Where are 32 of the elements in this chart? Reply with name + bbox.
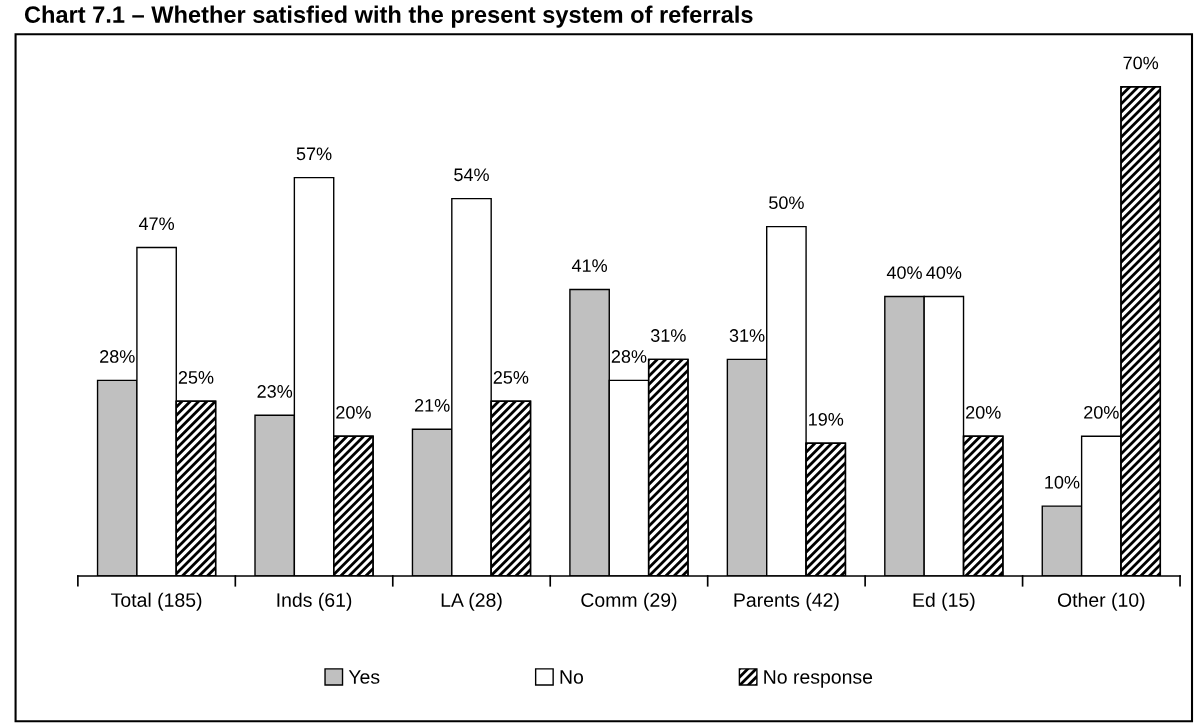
x-tick-label: Other (10) bbox=[1057, 592, 1145, 611]
data-label: 20% bbox=[1084, 405, 1119, 419]
data-label: 50% bbox=[769, 196, 804, 210]
data-label: 40% bbox=[886, 266, 922, 279]
data-label: 10% bbox=[1045, 475, 1080, 489]
data-label: 25% bbox=[178, 371, 214, 384]
data-label: 47% bbox=[138, 217, 175, 231]
x-tick-label: Comm (29) bbox=[581, 592, 677, 611]
data-label: 20% bbox=[336, 405, 371, 419]
data-label: 57% bbox=[296, 147, 332, 161]
x-tick-label: Ed (15) bbox=[913, 592, 975, 611]
data-label: 20% bbox=[966, 405, 1001, 419]
data-label: 19% bbox=[809, 412, 844, 426]
data-label: 28% bbox=[100, 350, 135, 363]
x-tick-label: Inds (61) bbox=[277, 592, 352, 611]
legend-label: Yes bbox=[348, 670, 380, 684]
data-label: 41% bbox=[571, 259, 608, 272]
x-tick-label: LA (28) bbox=[441, 592, 502, 611]
legend-label: No response bbox=[764, 670, 873, 688]
data-label: 21% bbox=[414, 399, 450, 412]
data-label: 31% bbox=[729, 329, 765, 342]
data-label: 25% bbox=[493, 371, 529, 384]
data-label: 40% bbox=[926, 266, 962, 279]
x-tick-label: Parents (42) bbox=[734, 592, 839, 611]
data-label: 70% bbox=[1123, 56, 1159, 70]
chart-title: Chart 7.1 – Whether satisfied with the present system of referrals bbox=[24, 5, 753, 28]
data-label: 28% bbox=[611, 350, 647, 363]
data-label: 23% bbox=[257, 385, 293, 398]
legend-label: No bbox=[560, 670, 584, 684]
data-label: 54% bbox=[454, 168, 489, 182]
data-label: 31% bbox=[650, 329, 686, 342]
x-tick-label: Total (185) bbox=[111, 592, 202, 611]
